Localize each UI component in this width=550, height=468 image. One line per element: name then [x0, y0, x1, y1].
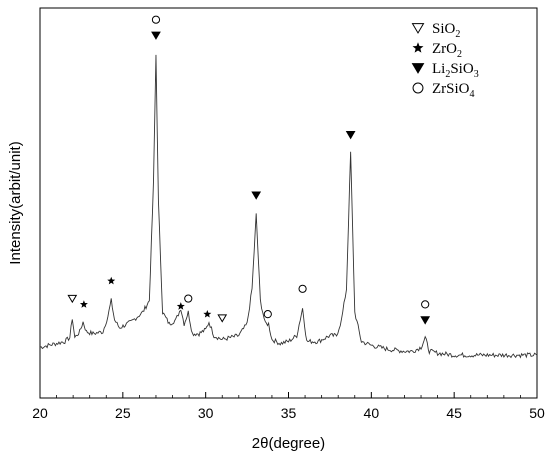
x-tick-label: 40: [364, 405, 380, 421]
y-axis-title: Intensity(arbit/unit): [7, 141, 24, 264]
peak-marker-zro2: [79, 300, 88, 308]
peak-marker-zrsio4: [421, 300, 430, 309]
x-axis-tick-labels: 20 25 30 35 40 45 50: [32, 405, 545, 421]
x-tick-label: 50: [529, 405, 545, 421]
peak-marker-zrsio4: [298, 284, 307, 293]
peak-marker-zrsio4: [151, 15, 161, 24]
peak-marker-zro2: [107, 276, 116, 285]
x-tick-label: 25: [115, 405, 131, 421]
peak-marker-zro2: [176, 302, 185, 310]
peak-marker-sio2: [67, 294, 78, 304]
peak-marker-zrsio4: [184, 294, 193, 303]
peak-marker-zrsio4: [263, 310, 272, 319]
peak-marker-li2sio3: [420, 316, 431, 325]
x-axis-ticks: [39, 392, 538, 398]
legend-label-0: SiO2: [432, 21, 460, 40]
legend-marker-1: [412, 42, 424, 53]
legend-marker-3: [412, 82, 424, 94]
legend-label-1: ZrO2: [432, 41, 462, 60]
x-tick-label: 35: [281, 405, 297, 421]
peak-marker-li2sio3: [151, 31, 161, 40]
legend-marker-2: [411, 63, 425, 74]
xrd-pattern-line: [39, 54, 538, 359]
x-tick-label: 30: [198, 405, 214, 421]
peak-marker-zro2: [203, 309, 212, 318]
peak-marker-li2sio3: [251, 191, 262, 200]
x-tick-label: 20: [32, 405, 48, 421]
legend-label-3: ZrSiO4: [432, 81, 475, 100]
peak-annotations: [67, 15, 431, 325]
peak-marker-li2sio3: [345, 131, 356, 140]
x-axis-title: 2θ(degree): [252, 435, 325, 452]
legend-marker-0: [411, 23, 425, 34]
legend-label-2: Li2SiO3: [432, 61, 479, 80]
x-tick-label: 45: [446, 405, 462, 421]
peak-marker-sio2: [217, 314, 228, 323]
